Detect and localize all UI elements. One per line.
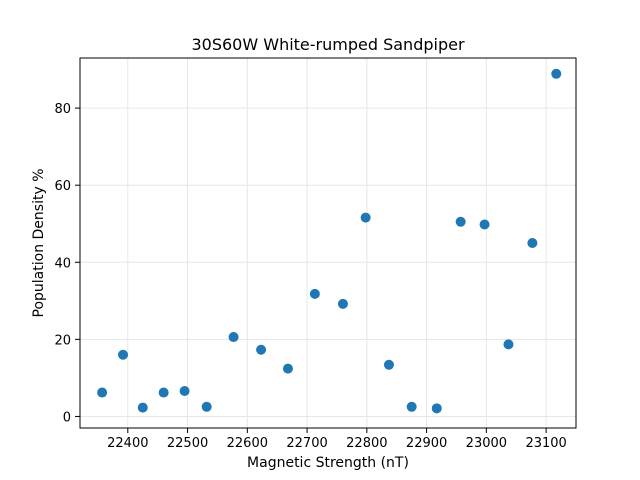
data-point [383,359,394,370]
x-tick-label: 22600 [227,436,268,451]
axis-ticks: 22400 22500 22600 22700 22800 22900 23000 23100… [54,102,566,451]
data-point [137,402,148,413]
data-point [179,386,190,396]
grid-lines [80,58,576,428]
x-axis-label: Magnetic Strength (nT) [247,455,409,471]
y-axis-label: Population Density % [31,169,47,318]
data-point [527,238,538,248]
data-point [479,219,490,230]
data-point [158,387,169,398]
data-point [503,339,514,350]
y-tick-label: 20 [54,333,71,348]
y-tick-label: 40 [54,256,71,271]
data-point [201,401,212,412]
data-point [455,216,466,227]
y-tick-label: 80 [54,102,71,117]
chart-title: 30S60W White-rumped Sandpiper [191,35,464,54]
x-tick-label: 23100 [525,436,566,451]
x-tick-label: 22700 [286,436,327,451]
y-tick-label: 60 [54,179,71,194]
data-point [337,298,348,309]
x-tick-label: 22800 [346,436,387,451]
x-tick-label: 22900 [406,436,447,451]
x-tick-label: 22400 [107,436,148,451]
x-tick-label: 22500 [167,436,208,451]
x-tick-label: 23000 [466,436,507,451]
y-tick-label: 0 [63,410,71,425]
data-point [256,344,267,355]
data-point [228,332,239,343]
data-points [97,68,562,414]
data-point [282,363,293,374]
data-point [551,68,562,79]
data-point [360,212,371,223]
data-point [406,401,417,412]
data-point [431,403,442,414]
data-point [118,349,129,360]
data-point [309,288,320,299]
data-point [97,387,108,398]
plot-frame [79,57,577,429]
